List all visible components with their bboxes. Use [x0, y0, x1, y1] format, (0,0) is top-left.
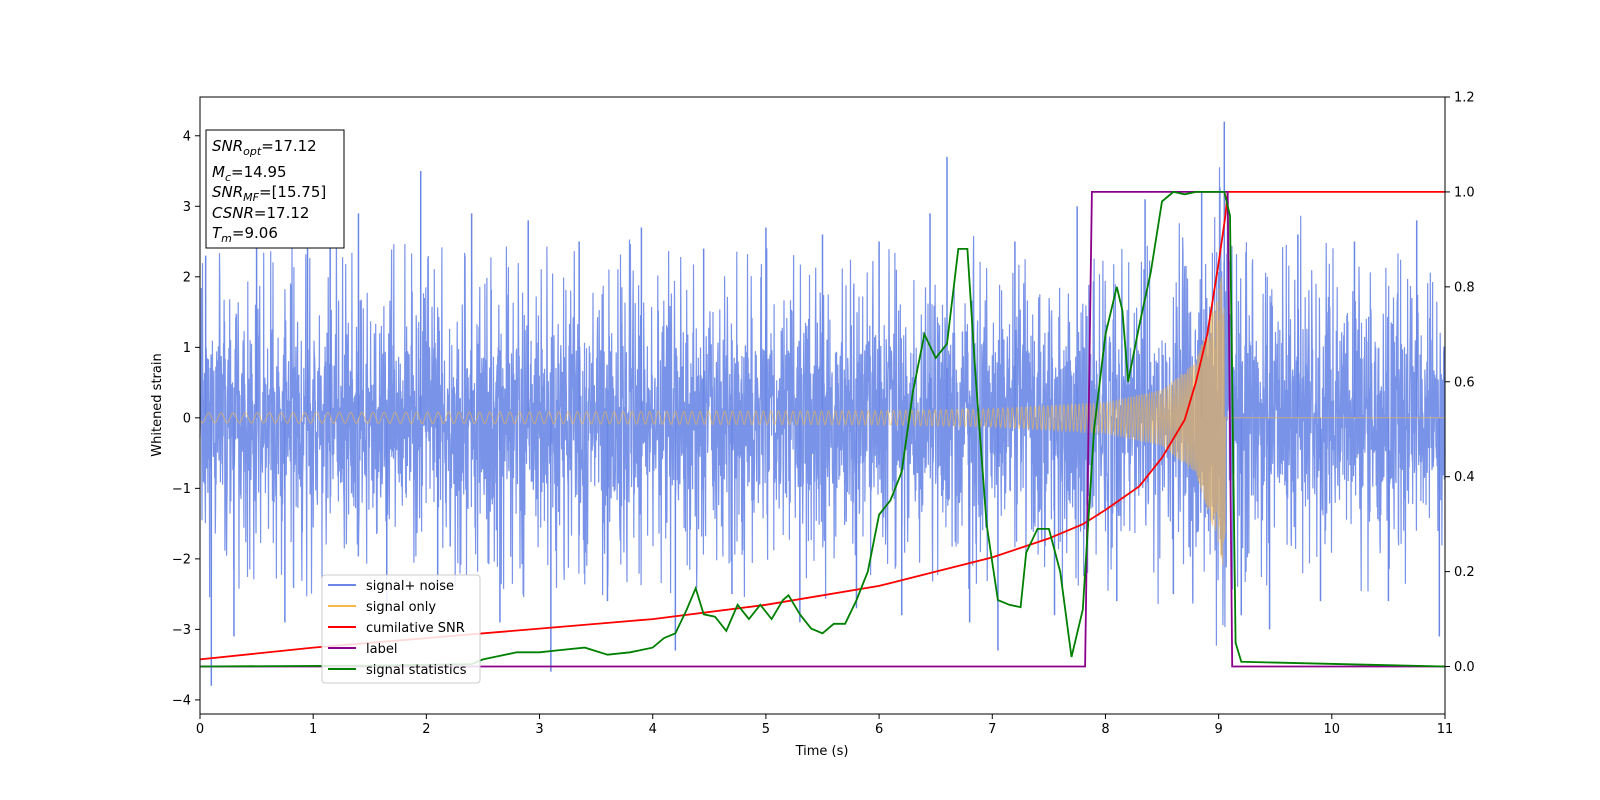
- annotation-sub: opt: [243, 145, 262, 158]
- legend-item-cumilative-snr: cumilative SNR: [328, 621, 465, 636]
- annotation-line-csnr: CSNR=17.12: [212, 204, 309, 222]
- y-axis-right: 0.0 0.2 0.4 0.6 0.8 1.0 1.2: [1445, 91, 1475, 675]
- y-right-tick-label: 1.0: [1454, 185, 1475, 200]
- x-tick-label: 4: [649, 722, 657, 737]
- annotation-value: =17.12: [254, 204, 310, 222]
- annotation-box-frame: [205, 129, 345, 249]
- series-line-cumilative-snr: [199, 191, 1445, 661]
- legend-item-signal-statistics: signal statistics: [328, 663, 467, 678]
- y-right-tick-label: 0.0: [1454, 660, 1475, 675]
- x-tick-label: 7: [988, 722, 996, 737]
- y-left-tick-label: 3: [183, 200, 191, 215]
- y-left-tick-label: 4: [183, 129, 191, 144]
- plot-area: [199, 121, 1446, 686]
- y-right-tick-label: 0.6: [1454, 375, 1475, 390]
- x-axis-label: Time (s): [795, 744, 849, 759]
- annotation-base: CSNR: [212, 204, 254, 222]
- legend: signal+ noise signal only cumilative SNR…: [321, 574, 481, 684]
- y-right-tick-label: 1.2: [1454, 91, 1475, 106]
- x-tick-label: 0: [196, 722, 204, 737]
- x-tick-label: 3: [535, 722, 543, 737]
- y-right-tick-label: 0.8: [1454, 280, 1475, 295]
- legend-label: signal statistics: [366, 663, 467, 678]
- series-line-label: [200, 191, 1445, 668]
- annotation-value: =9.06: [232, 224, 278, 242]
- annotation-line-tm: Tm=9.06: [212, 224, 278, 245]
- legend-item-signal-noise: signal+ noise: [328, 579, 454, 594]
- x-tick-label: 5: [762, 722, 770, 737]
- legend-label: cumilative SNR: [366, 621, 465, 636]
- x-tick-label: 8: [1101, 722, 1109, 737]
- annotation-value: =17.12: [261, 137, 317, 155]
- y-left-tick-label: 1: [183, 341, 191, 356]
- y-left-tick-label: −2: [172, 552, 191, 567]
- x-tick-label: 1: [309, 722, 317, 737]
- legend-label: label: [366, 642, 397, 657]
- y-axis-left: −4 −3 −2 −1 0 1 2 3 4: [172, 129, 200, 708]
- signal-noise-spikes: [204, 121, 1441, 686]
- series-line-signal-statistics: [199, 190, 1446, 668]
- legend-label: signal only: [366, 600, 436, 615]
- x-tick-label: 10: [1324, 722, 1341, 737]
- annotation-sub: c: [225, 171, 231, 184]
- annotation-line-snr-opt: SNRopt=17.12: [212, 137, 317, 158]
- y-left-tick-label: 0: [183, 411, 191, 426]
- x-tick-label: 9: [1214, 722, 1222, 737]
- y-left-tick-label: −4: [172, 693, 191, 708]
- y-left-tick-label: −3: [172, 623, 191, 638]
- y-left-tick-label: −1: [172, 482, 191, 497]
- legend-item-label: label: [328, 642, 397, 657]
- annotation-sub: MF: [243, 191, 259, 204]
- x-axis: 0 1 2 3 4 5 6 7 8 9 10 11: [196, 714, 1453, 737]
- series-line-signal-only: [199, 277, 1445, 566]
- legend-label: signal+ noise: [366, 579, 454, 594]
- annotation-base: M: [212, 163, 225, 181]
- y-right-tick-label: 0.2: [1454, 565, 1475, 580]
- annotation-line-mc: Mc=14.95: [212, 163, 287, 184]
- annotation-line-snr-mf: SNRMF=[15.75]: [212, 183, 326, 204]
- annotation-value: =[15.75]: [259, 183, 326, 201]
- y-left-tick-label: 2: [183, 270, 191, 285]
- annotation-sub: m: [221, 232, 232, 245]
- series-line-signal-noise: [199, 167, 1446, 646]
- axes-frame: [199, 96, 1446, 715]
- annotation-value: =14.95: [231, 163, 287, 181]
- y-axis-label: Whitened strain: [150, 353, 165, 456]
- x-tick-label: 11: [1437, 722, 1454, 737]
- annotation-base: SNR: [212, 183, 243, 201]
- legend-frame: [321, 574, 481, 684]
- x-tick-label: 6: [875, 722, 883, 737]
- annotation-base: T: [212, 224, 223, 242]
- annotation-box: SNRopt=17.12 Mc=14.95 SNRMF=[15.75] CSNR…: [205, 129, 345, 249]
- legend-item-signal-only: signal only: [328, 600, 436, 615]
- y-right-tick-label: 0.4: [1454, 470, 1475, 485]
- x-tick-label: 2: [422, 722, 430, 737]
- annotation-base: SNR: [212, 137, 243, 155]
